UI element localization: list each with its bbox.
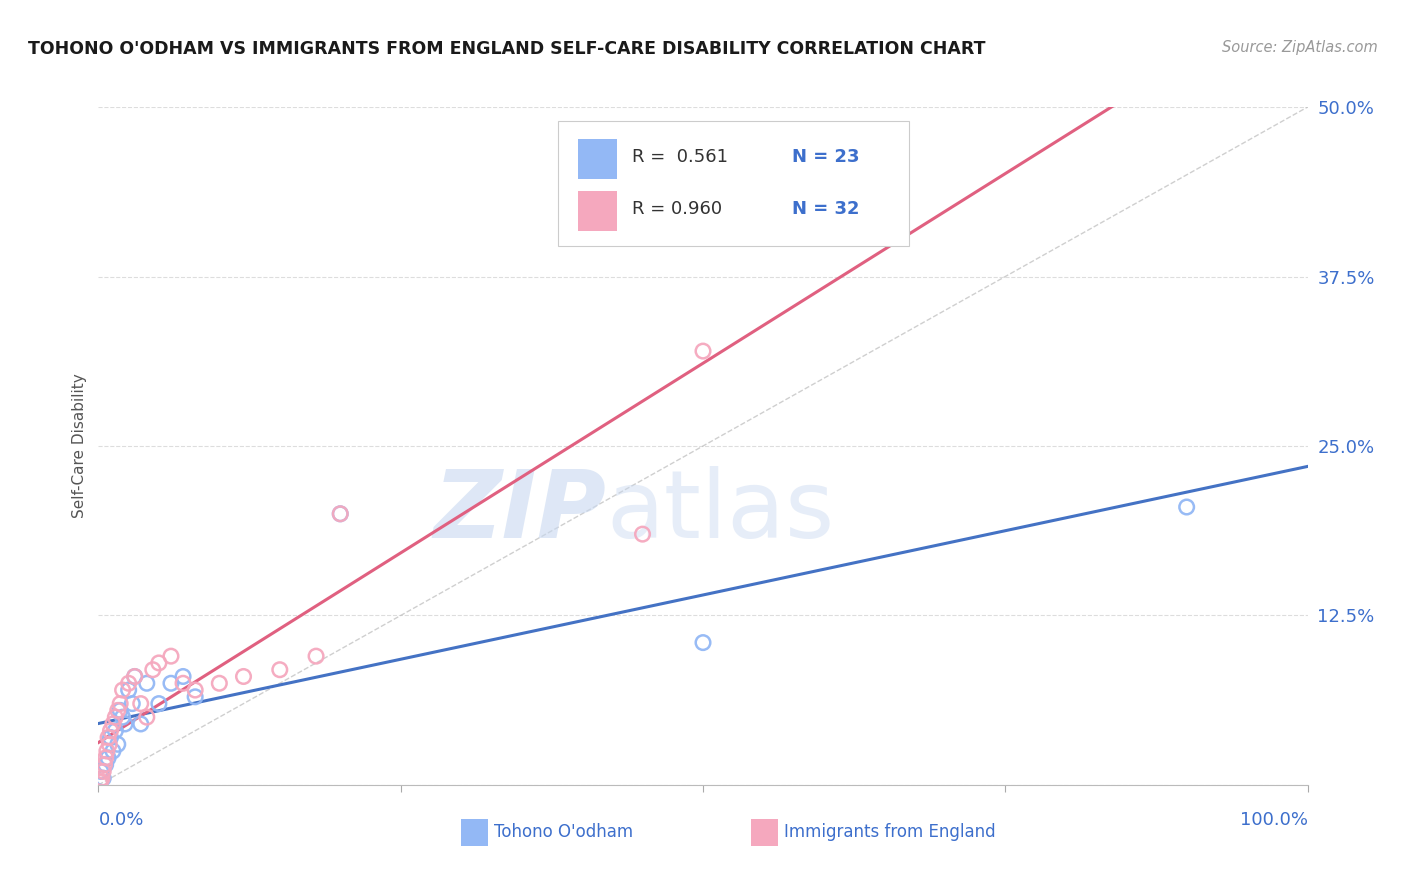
Point — [184, 683, 207, 698]
Point — [98, 737, 121, 751]
Point — [111, 710, 134, 724]
Point — [148, 697, 170, 711]
Point — [114, 717, 136, 731]
Point — [104, 723, 127, 738]
Point — [107, 703, 129, 717]
Point — [135, 710, 157, 724]
Text: TOHONO O'ODHAM VS IMMIGRANTS FROM ENGLAND SELF-CARE DISABILITY CORRELATION CHART: TOHONO O'ODHAM VS IMMIGRANTS FROM ENGLAN… — [28, 40, 986, 58]
Point — [94, 757, 117, 772]
Point — [118, 683, 141, 698]
Point — [121, 697, 143, 711]
Point — [91, 771, 114, 785]
Point — [172, 676, 194, 690]
Point — [873, 168, 896, 182]
Text: N = 32: N = 32 — [793, 200, 860, 218]
Point — [172, 669, 194, 683]
Point — [108, 703, 131, 717]
Text: ZIP: ZIP — [433, 467, 606, 558]
Point — [329, 507, 352, 521]
Point — [329, 507, 352, 521]
Point — [118, 676, 141, 690]
Point — [91, 771, 114, 785]
Point — [91, 764, 114, 779]
Text: atlas: atlas — [606, 467, 835, 558]
Bar — [461, 819, 488, 846]
Point — [108, 697, 131, 711]
Point — [96, 744, 118, 758]
Point — [148, 656, 170, 670]
Point — [142, 663, 165, 677]
Point — [184, 690, 207, 704]
Point — [107, 737, 129, 751]
Point — [692, 344, 714, 359]
FancyBboxPatch shape — [558, 120, 908, 246]
Text: R = 0.960: R = 0.960 — [631, 200, 721, 218]
Point — [160, 649, 183, 664]
Point — [100, 731, 122, 745]
Point — [97, 751, 120, 765]
Point — [124, 669, 146, 683]
Point — [232, 669, 254, 683]
Text: Immigrants from England: Immigrants from England — [785, 823, 995, 841]
Point — [692, 635, 714, 649]
Point — [111, 683, 134, 698]
Point — [305, 649, 328, 664]
Text: 0.0%: 0.0% — [98, 811, 143, 829]
Point — [93, 757, 115, 772]
Point — [104, 710, 127, 724]
Text: 100.0%: 100.0% — [1240, 811, 1308, 829]
Point — [97, 731, 120, 745]
Bar — [578, 139, 617, 178]
Y-axis label: Self-Care Disability: Self-Care Disability — [72, 374, 87, 518]
Point — [129, 717, 152, 731]
Point — [135, 676, 157, 690]
Bar — [578, 191, 617, 231]
Point — [94, 751, 117, 765]
Point — [208, 676, 231, 690]
Point — [1175, 500, 1198, 514]
Point — [160, 676, 183, 690]
Text: Source: ZipAtlas.com: Source: ZipAtlas.com — [1222, 40, 1378, 55]
Point — [124, 669, 146, 683]
Point — [89, 775, 111, 789]
Point — [101, 744, 124, 758]
Text: Tohono O'odham: Tohono O'odham — [494, 823, 633, 841]
Text: R =  0.561: R = 0.561 — [631, 147, 728, 166]
Point — [100, 723, 122, 738]
Bar — [751, 819, 778, 846]
Point — [90, 764, 112, 779]
Point — [101, 717, 124, 731]
Point — [90, 773, 112, 788]
Point — [129, 697, 152, 711]
Text: N = 23: N = 23 — [793, 147, 860, 166]
Point — [269, 663, 291, 677]
Point — [631, 527, 654, 541]
